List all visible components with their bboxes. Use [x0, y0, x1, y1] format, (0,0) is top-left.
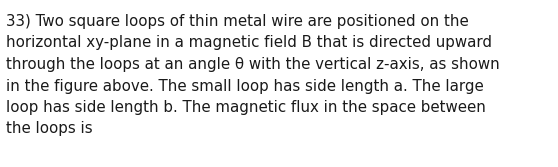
Text: through the loops at an angle θ with the vertical z-axis, as shown: through the loops at an angle θ with the…: [7, 57, 500, 72]
Text: in the figure above. The small loop has side length a. The large: in the figure above. The small loop has …: [7, 78, 484, 94]
Text: 33) Two square loops of thin metal wire are positioned on the: 33) Two square loops of thin metal wire …: [7, 14, 469, 29]
Text: loop has side length b. The magnetic flux in the space between: loop has side length b. The magnetic flu…: [7, 100, 487, 115]
Text: the loops is: the loops is: [7, 122, 93, 136]
Text: horizontal xy-plane in a magnetic field B that is directed upward: horizontal xy-plane in a magnetic field …: [7, 36, 493, 50]
